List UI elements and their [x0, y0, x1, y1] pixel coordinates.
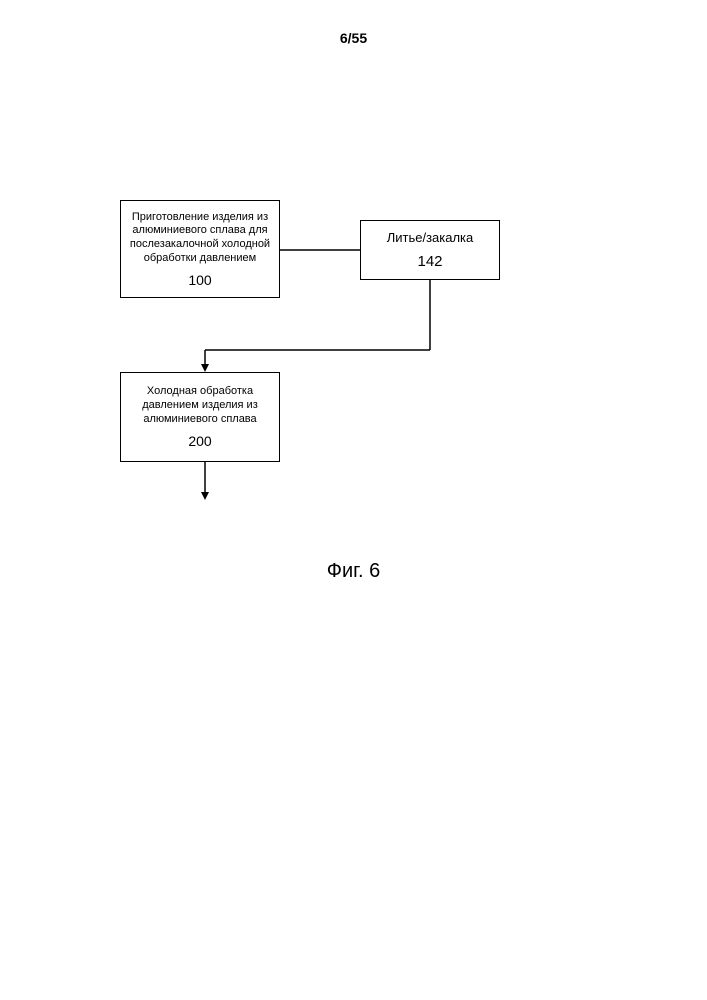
page-number: 6/55 — [0, 30, 707, 46]
figure-caption: Фиг. 6 — [0, 560, 707, 583]
connectors — [110, 200, 570, 520]
flowchart: Приготовление изделия из алюминиевого сп… — [110, 200, 570, 520]
